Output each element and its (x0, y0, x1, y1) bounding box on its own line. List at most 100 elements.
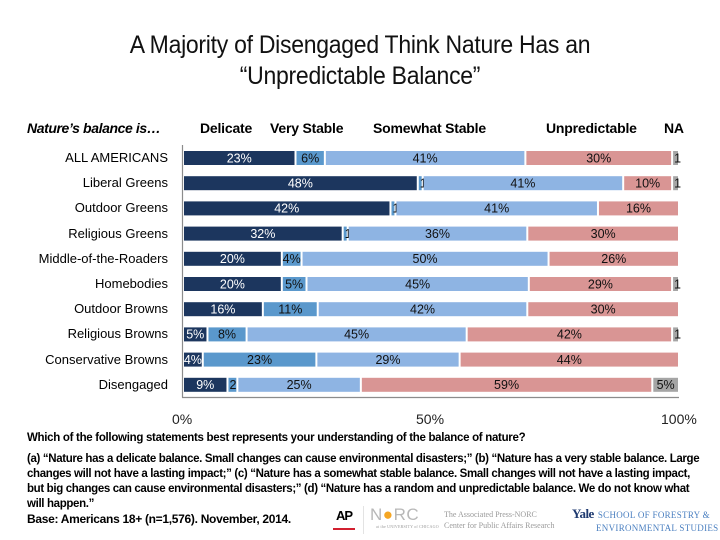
bar-middle-of-the-roaders-somewhat-stable (302, 251, 548, 266)
bar-religious-browns-delicate (184, 327, 207, 342)
bar-disengaged-na (653, 377, 678, 392)
data-label-disengaged-na: 5% (657, 378, 675, 392)
yale-logo: Yale SCHOOL OF FORESTRY & ENVIRONMENTAL … (572, 506, 719, 534)
data-label-outdoor-greens-delicate: 42% (274, 202, 299, 216)
bar-outdoor-browns-very-stable (263, 302, 317, 317)
bar-liberal-greens-delicate (184, 176, 417, 191)
bar-liberal-greens-unpredictable (624, 176, 672, 191)
row-label-religious-browns: Religious Browns (67, 326, 168, 342)
bar-religious-browns-somewhat-stable (247, 327, 466, 342)
norc-o-icon: ● (382, 505, 394, 524)
bar-conservative-browns-delicate (184, 352, 202, 367)
yale-school-line-1: SCHOOL OF FORESTRY & (597, 510, 710, 520)
data-label-homebodies-na: 1 (674, 277, 681, 291)
ap-logo: AP (333, 509, 355, 530)
data-label-all-americans-na: 1 (674, 151, 681, 165)
x-tick-100: 100% (661, 411, 697, 427)
data-label-religious-browns-delicate: 5% (186, 328, 204, 342)
legend-delicate: Delicate (200, 120, 253, 136)
legend-unpredictable: Unpredictable (546, 120, 637, 136)
data-label-middle-of-the-roaders-somewhat-stable: 50% (413, 252, 438, 266)
data-label-all-americans-somewhat-stable: 41% (413, 151, 438, 165)
bar-homebodies-somewhat-stable (307, 277, 528, 291)
data-label-religious-greens-unpredictable: 30% (591, 227, 616, 241)
bar-religious-greens-delicate (184, 226, 342, 241)
data-label-religious-browns-unpredictable: 42% (557, 328, 582, 342)
norc-n: N (370, 505, 383, 524)
legend-na: NA (664, 120, 684, 136)
bar-middle-of-the-roaders-delicate (184, 251, 281, 266)
ap-logo-text: AP (335, 508, 353, 523)
data-label-religious-greens-delicate: 32% (250, 227, 275, 241)
survey-question: Which of the following statements best r… (27, 432, 526, 444)
data-label-disengaged-somewhat-stable: 25% (287, 378, 312, 392)
data-label-liberal-greens-very-stable: 1 (420, 177, 427, 191)
data-label-liberal-greens-na: 1 (674, 177, 681, 191)
data-label-all-americans-very-stable: 6% (301, 151, 319, 165)
data-label-conservative-browns-unpredictable: 44% (557, 353, 582, 367)
bar-middle-of-the-roaders-very-stable (282, 251, 301, 266)
yale-wordmark: Yale (572, 506, 594, 521)
row-label-homebodies: Homebodies (95, 276, 168, 291)
apnorc-center-logo: The Associated Press-NORC Center for Pub… (444, 509, 554, 531)
row-label-disengaged: Disengaged (98, 376, 168, 392)
data-label-outdoor-browns-delicate: 16% (210, 303, 235, 317)
bar-all-americans-na (673, 151, 678, 165)
data-label-outdoor-browns-very-stable: 11% (278, 303, 302, 317)
bar-outdoor-browns-unpredictable (528, 302, 678, 317)
chart-title-line-1: A Majority of Disengaged Think Nature Ha… (129, 31, 591, 59)
data-label-homebodies-somewhat-stable: 45% (405, 277, 430, 291)
legend-very-stable: Very Stable (270, 120, 344, 136)
bar-homebodies-unpredictable (529, 277, 672, 291)
data-label-middle-of-the-roaders-very-stable: 4% (283, 252, 301, 266)
bar-religious-browns-na (673, 327, 678, 342)
bar-liberal-greens-somewhat-stable (423, 176, 623, 191)
data-label-liberal-greens-unpredictable: 10% (635, 177, 660, 191)
data-label-religious-greens-somewhat-stable: 36% (425, 227, 450, 241)
bar-liberal-greens-na (673, 176, 678, 191)
apnorc-line-2: Center for Public Affairs Research (444, 521, 555, 530)
data-label-outdoor-greens-somewhat-stable: 41% (484, 202, 509, 216)
bar-homebodies-very-stable (282, 277, 306, 291)
row-label-conservative-browns: Conservative Browns (45, 351, 168, 367)
row-label-all-americans: ALL AMERICANS (65, 150, 168, 165)
bar-religious-greens-somewhat-stable (348, 226, 527, 241)
chart-title: A Majority of Disengaged Think Nature Ha… (29, 30, 691, 92)
row-header-title: Nature’s balance is… (27, 120, 161, 136)
sample-base: Base: Americans 18+ (n=1,576). November,… (27, 512, 291, 526)
row-label-outdoor-browns: Outdoor Browns (74, 301, 168, 317)
bar-religious-greens-unpredictable (528, 226, 678, 241)
apnorc-line-1: The Associated Press-NORC (444, 510, 537, 519)
data-label-religious-browns-very-stable: 8% (218, 328, 236, 342)
norc-rc: RC (393, 505, 420, 524)
x-tick-0: 0% (172, 411, 193, 427)
bar-religious-browns-unpredictable (467, 327, 672, 342)
bar-conservative-browns-unpredictable (460, 352, 678, 367)
data-label-all-americans-delicate: 23% (227, 151, 252, 165)
data-label-disengaged-very-stable: 2 (229, 378, 236, 392)
norc-logo-text: N●RC (370, 506, 440, 524)
row-label-religious-greens: Religious Greens (68, 225, 168, 241)
bar-disengaged-unpredictable (361, 377, 652, 392)
bar-religious-browns-very-stable (208, 327, 246, 342)
yale-school-line-2: ENVIRONMENTAL STUDIES (596, 523, 719, 533)
data-label-liberal-greens-delicate: 48% (288, 177, 313, 191)
data-label-outdoor-greens-unpredictable: 16% (626, 202, 651, 216)
legend-somewhat-stable: Somewhat Stable (373, 120, 486, 136)
bar-conservative-browns-somewhat-stable (317, 352, 459, 367)
data-label-outdoor-browns-somewhat-stable: 42% (410, 303, 435, 317)
bar-outdoor-greens-very-stable (391, 201, 395, 216)
row-label-outdoor-greens: Outdoor Greens (74, 200, 168, 216)
bar-middle-of-the-roaders-unpredictable (549, 251, 678, 266)
bar-all-americans-unpredictable (526, 151, 672, 165)
bars-layer: 23% 6% 41% 30% 1 48% 1 41% 10% 1 42% 1 41% 16% 32% 1 36%… (184, 151, 681, 392)
data-label-disengaged-unpredictable: 59% (494, 378, 519, 392)
data-label-conservative-browns-somewhat-stable: 29% (375, 353, 400, 367)
bar-religious-greens-very-stable (343, 226, 347, 241)
norc-logo: N●RC at the UNIVERSITY of CHICAGO (370, 506, 440, 530)
bar-disengaged-somewhat-stable (238, 377, 360, 392)
data-label-outdoor-greens-very-stable: 1 (392, 202, 399, 216)
bar-disengaged-delicate (184, 377, 227, 392)
bar-outdoor-browns-somewhat-stable (318, 302, 527, 317)
bar-all-americans-somewhat-stable (325, 151, 525, 165)
